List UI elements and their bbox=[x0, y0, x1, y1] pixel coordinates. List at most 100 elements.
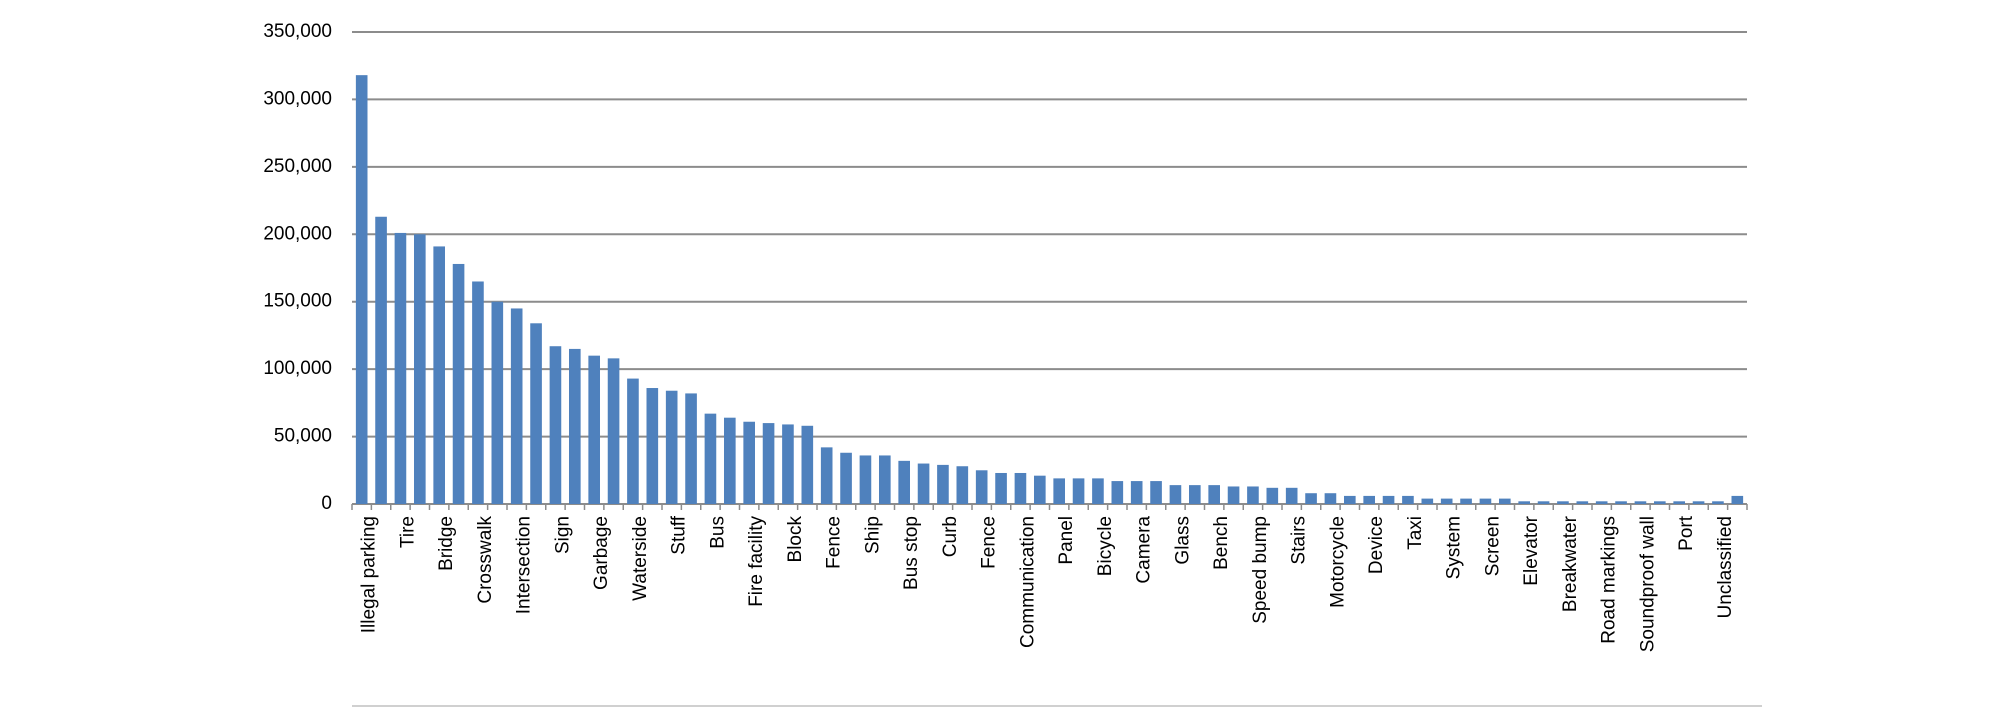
bar bbox=[685, 393, 697, 504]
bar bbox=[1169, 485, 1182, 504]
y-tick-label: 300,000 bbox=[263, 88, 332, 109]
bar bbox=[1421, 498, 1434, 504]
bar bbox=[879, 455, 891, 504]
bar bbox=[704, 413, 717, 504]
x-tick-label: Garbage bbox=[591, 516, 612, 590]
bar bbox=[1440, 498, 1453, 504]
bar bbox=[1673, 501, 1685, 504]
bar bbox=[1518, 501, 1530, 504]
y-tick-label: 200,000 bbox=[263, 223, 332, 244]
x-tick-label: Panel bbox=[1056, 516, 1077, 565]
y-tick-label: 50,000 bbox=[274, 426, 332, 447]
bar bbox=[840, 452, 852, 504]
bar bbox=[1285, 487, 1298, 504]
y-tick-label: 350,000 bbox=[263, 21, 332, 42]
bar bbox=[569, 348, 581, 504]
bar bbox=[414, 234, 426, 505]
bar bbox=[1247, 486, 1259, 504]
bar bbox=[1499, 498, 1511, 504]
x-tick-label: Glass bbox=[1172, 516, 1193, 565]
x-tick-label: Bench bbox=[1211, 516, 1232, 570]
bar bbox=[1072, 478, 1085, 504]
bar bbox=[1634, 501, 1647, 504]
x-tick-label: Stairs bbox=[1289, 516, 1310, 565]
bar bbox=[782, 424, 794, 504]
x-tick-label: Taxi bbox=[1405, 516, 1426, 550]
bar bbox=[375, 216, 387, 505]
bar bbox=[1382, 495, 1395, 504]
bar bbox=[1460, 498, 1472, 504]
bar bbox=[1305, 493, 1317, 504]
bar bbox=[1731, 495, 1744, 504]
bar bbox=[1402, 495, 1414, 504]
bar bbox=[665, 390, 678, 504]
bar bbox=[530, 323, 542, 504]
bar bbox=[1557, 501, 1569, 504]
bar bbox=[724, 417, 736, 504]
x-tick-label: Fire facility bbox=[746, 516, 767, 607]
x-tick-label: Stuff bbox=[669, 515, 690, 554]
x-tick-label: Road markings bbox=[1599, 516, 1620, 644]
bar bbox=[1692, 501, 1705, 504]
x-tick-label: Device bbox=[1366, 516, 1387, 574]
x-tick-label: Block bbox=[785, 516, 806, 563]
x-tick-label: Elevator bbox=[1521, 515, 1542, 585]
x-tick-label: Soundproof wall bbox=[1637, 516, 1658, 652]
x-tick-label: Bus bbox=[707, 516, 728, 549]
bar bbox=[1130, 481, 1143, 504]
y-tick-label: 0 bbox=[321, 493, 332, 514]
x-tick-label: Fence bbox=[824, 516, 845, 569]
bar bbox=[820, 447, 833, 504]
x-tick-label: Ship bbox=[862, 516, 883, 554]
bar bbox=[588, 355, 600, 504]
bar bbox=[433, 246, 445, 504]
bar bbox=[627, 378, 639, 504]
bar bbox=[1615, 501, 1627, 504]
x-tick-label: System bbox=[1444, 516, 1465, 579]
x-tick-label: Illegal parking bbox=[359, 516, 380, 633]
bar bbox=[1266, 487, 1279, 504]
x-tick-label: Crosswalk bbox=[475, 516, 496, 604]
bar bbox=[975, 470, 988, 504]
y-tick-label: 250,000 bbox=[263, 156, 332, 177]
bar bbox=[762, 423, 775, 504]
x-tick-label: Sign bbox=[552, 516, 573, 554]
bar bbox=[1092, 478, 1104, 504]
x-tick-label: Port bbox=[1676, 515, 1697, 551]
x-tick-label: Intersection bbox=[514, 516, 535, 614]
bar bbox=[1479, 498, 1492, 504]
x-tick-label: Camera bbox=[1134, 516, 1155, 584]
bar bbox=[801, 425, 814, 504]
bar bbox=[1712, 501, 1724, 504]
bar bbox=[549, 346, 562, 504]
bar bbox=[1053, 478, 1065, 504]
x-tick-label: Motorcycle bbox=[1327, 516, 1348, 608]
bar bbox=[1363, 495, 1375, 504]
bar bbox=[956, 466, 969, 504]
x-tick-label: Unclassified bbox=[1715, 516, 1736, 618]
bar bbox=[1227, 486, 1240, 504]
x-tick-label: Bus stop bbox=[901, 516, 922, 590]
bar bbox=[607, 358, 620, 504]
x-tick-label: Bridge bbox=[436, 516, 457, 571]
x-tick-label: Communication bbox=[1017, 516, 1038, 648]
bar bbox=[1344, 495, 1356, 504]
bar bbox=[1654, 501, 1666, 504]
x-tick-label: Fence bbox=[979, 516, 1000, 569]
bar bbox=[472, 281, 484, 504]
bar bbox=[995, 472, 1007, 504]
bar bbox=[1150, 481, 1162, 504]
bar bbox=[937, 464, 949, 504]
bar bbox=[743, 421, 755, 504]
bar bbox=[1208, 485, 1220, 504]
bar bbox=[1111, 481, 1124, 504]
bar bbox=[1537, 501, 1550, 504]
bar bbox=[452, 263, 465, 504]
bar bbox=[1576, 501, 1589, 504]
bar bbox=[1189, 485, 1201, 504]
x-tick-label: Curb bbox=[940, 516, 961, 557]
bar bbox=[394, 232, 407, 505]
bar bbox=[1034, 475, 1046, 504]
x-tick-label: Waterside bbox=[630, 516, 651, 601]
